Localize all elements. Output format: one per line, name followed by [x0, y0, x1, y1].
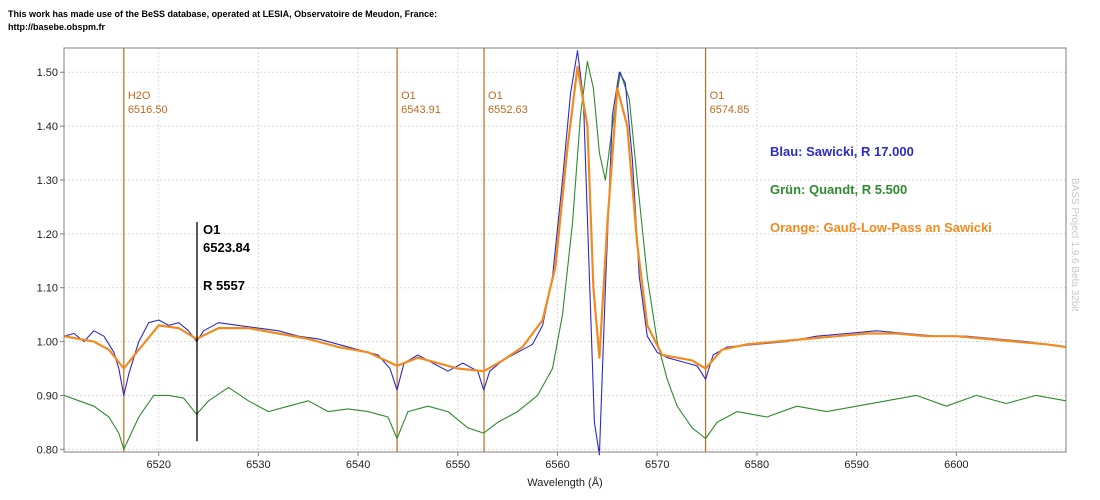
x-axis-label: Wavelength (Å) [527, 476, 602, 489]
credit-text: This work has made use of the BeSS datab… [8, 8, 437, 34]
legend: Blau: Sawicki, R 17.000 Grün: Quandt, R 5… [770, 144, 992, 235]
reference-line-value: 6552.63 [488, 104, 528, 116]
y-tick-label: 0.90 [37, 390, 58, 402]
reference-line-value: 6543.91 [401, 104, 441, 116]
annotation-text: O1 [203, 222, 220, 237]
legend-entry: Orange: Gauß-Low-Pass an Sawicki [770, 220, 992, 235]
plot-frame [63, 47, 1067, 453]
x-tick-label: 6580 [745, 459, 769, 471]
reference-line-value: 6516.50 [128, 104, 168, 116]
y-tick-label: 1.50 [37, 67, 58, 79]
y-tick-label: 1.30 [37, 175, 58, 187]
annotation-text: R 5557 [203, 278, 245, 293]
series-lines [63, 50, 1067, 456]
credit-line-1: This work has made use of the BeSS datab… [8, 9, 438, 19]
x-tick-label: 6550 [446, 459, 470, 471]
x-tick-label: 6570 [645, 459, 669, 471]
x-tick-label: 6590 [844, 459, 868, 471]
x-tick-label: 6530 [246, 459, 270, 471]
reference-line-name: O1 [710, 90, 725, 102]
reference-line-name: H2O [128, 90, 151, 102]
series-line-orange [63, 65, 1067, 373]
x-tick-label: 6520 [146, 459, 170, 471]
annotation: O1 6523.84 R 5557 [196, 221, 251, 442]
reference-line-value: 6574.85 [710, 104, 750, 116]
axis-ticks: 6520 6530 6540 6550 6560 6570 6580 6590 6600 0.80… [37, 67, 969, 471]
y-tick-label: 1.40 [37, 121, 58, 133]
watermark-text: BASS Project 1.9.6 Beta 32bit [1069, 178, 1080, 312]
y-tick-label: 1.10 [37, 283, 58, 295]
x-tick-label: 6540 [346, 459, 370, 471]
y-tick-label: 1.20 [37, 229, 58, 241]
y-tick-label: 1.00 [37, 337, 58, 349]
y-tick-label: 0.80 [37, 444, 58, 456]
credit-line-2: http://basebe.obspm.fr [8, 22, 106, 32]
x-tick-label: 6600 [944, 459, 968, 471]
reference-line-name: O1 [488, 90, 503, 102]
legend-entry: Grün: Quandt, R 5.500 [770, 182, 907, 197]
x-tick-label: 6560 [545, 459, 569, 471]
reference-lines: H2O 6516.50 O1 6543.91 O1 6552.63 O1 6574.85 [123, 48, 750, 452]
reference-line-name: O1 [401, 90, 416, 102]
annotation-text: 6523.84 [203, 240, 251, 255]
series-line-grün [63, 60, 1067, 450]
legend-entry: Blau: Sawicki, R 17.000 [770, 144, 914, 159]
